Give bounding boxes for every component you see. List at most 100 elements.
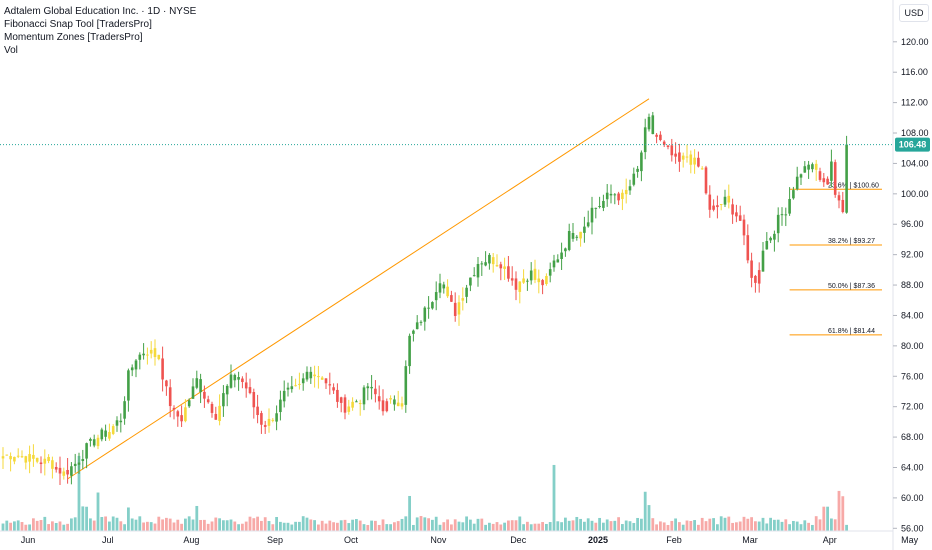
volume-bar (271, 524, 275, 531)
volume-bar (214, 517, 218, 531)
volume-bar (404, 516, 408, 531)
candle-body (256, 406, 259, 416)
candle-body (92, 439, 96, 446)
candle-body (100, 429, 104, 440)
volume-bar (16, 520, 20, 531)
last-price-badge (895, 137, 930, 152)
candle-body (666, 145, 670, 147)
candle-body (590, 207, 594, 223)
volume-bar (339, 520, 343, 531)
candle-body (111, 426, 115, 434)
indicator-momentum-label[interactable]: Momentum Zones [TradersPro] (4, 32, 143, 43)
volume-bar (442, 522, 446, 531)
candle-body (85, 443, 88, 459)
candle-body (377, 396, 381, 402)
trend-line[interactable] (67, 98, 650, 480)
volume-bar (788, 524, 791, 531)
candle-body (602, 200, 605, 208)
indicator-fibonacci-label[interactable]: Fibonacci Snap Tool [TradersPro] (4, 19, 152, 30)
candle-body (442, 284, 446, 289)
trend-line-segment[interactable] (67, 98, 650, 480)
volume-bar (89, 518, 92, 531)
candle-body (286, 387, 290, 390)
volume-bar (165, 517, 168, 531)
candle-body (267, 418, 271, 426)
volume-bar (712, 518, 715, 531)
volume-bar (62, 524, 66, 531)
candle-body (814, 163, 818, 170)
volume-bar (343, 519, 347, 531)
currency-button[interactable]: USD (899, 4, 929, 22)
candle-body (681, 155, 685, 160)
volume-bar (58, 521, 62, 531)
volume-bar (149, 522, 153, 531)
candle-body (282, 390, 286, 402)
volume-bar (757, 521, 761, 531)
volume-bar (104, 516, 107, 531)
candle-body (628, 186, 632, 191)
candle-body (792, 190, 795, 199)
volume-bar (54, 522, 58, 531)
volume-bar (168, 518, 172, 531)
volume-bar (81, 506, 85, 531)
volume-bar (624, 520, 628, 531)
candle-body (408, 335, 411, 367)
time-axis[interactable]: Jun Jul Aug Sep Oct Nov Dec 2025 Feb Mar Apr May (0, 530, 919, 545)
candle-body (73, 463, 77, 466)
volume-bar (776, 519, 780, 531)
candle-body (336, 389, 339, 402)
candle-body (837, 195, 841, 201)
volume-bar (685, 520, 689, 531)
volume-bar (811, 524, 814, 531)
fibonacci-levels[interactable]: 23.6% | $100.60 38.2% | $93.27 50.0% | $87… (789, 182, 882, 336)
volume-bar (837, 490, 841, 531)
candle-body (301, 378, 305, 384)
candle-body (662, 141, 666, 145)
candle-body (16, 455, 20, 457)
volume-bar (229, 519, 233, 531)
volume-bar (187, 516, 191, 531)
candle-body (20, 456, 24, 458)
candle-body (651, 115, 655, 135)
volume-bar (415, 517, 419, 531)
volume-bar (237, 524, 240, 531)
candle-body (761, 250, 765, 272)
candle-body (130, 367, 134, 371)
candle-body (537, 278, 541, 283)
candle-body (541, 280, 544, 286)
candle-body (754, 275, 757, 283)
candle-body (488, 254, 491, 264)
volume-bar (495, 522, 499, 531)
candle-body (404, 366, 408, 405)
volume-bar (366, 524, 370, 531)
candle-body (742, 219, 746, 236)
volume-bar (66, 523, 69, 531)
price-axis[interactable]: 56.00 60.00 64.00 68.00 72.00 76.00 80.00 84.00… (892, 0, 929, 550)
price-tick-label: 100.00 (901, 189, 929, 199)
symbol-title[interactable]: Adtalem Global Education Inc. · 1D · NYS… (4, 6, 197, 17)
volume-bar (358, 520, 362, 531)
candle-body (567, 231, 571, 250)
candle-body (396, 402, 400, 407)
candle-body (134, 360, 138, 370)
volume-bar (784, 519, 788, 531)
candle-body (643, 127, 647, 153)
time-tick-label: Jun (21, 535, 36, 545)
volume-bar (822, 506, 826, 531)
candle-body (229, 374, 233, 388)
candle-body (700, 168, 704, 170)
candle-body (351, 401, 354, 408)
fib-level-label: 38.2% | $93.27 (828, 238, 875, 245)
volume-indicator-label[interactable]: Vol (4, 45, 18, 56)
candle-body (138, 354, 142, 360)
volume-bar (96, 492, 100, 531)
volume-bar (248, 516, 252, 531)
candle-body (453, 302, 457, 316)
volume-bar (419, 516, 423, 531)
time-tick-label: Aug (183, 535, 199, 545)
volume-bar (693, 520, 696, 531)
price-tick-label: 104.00 (901, 158, 929, 168)
candle-body (385, 401, 389, 412)
candle-body (769, 237, 772, 241)
